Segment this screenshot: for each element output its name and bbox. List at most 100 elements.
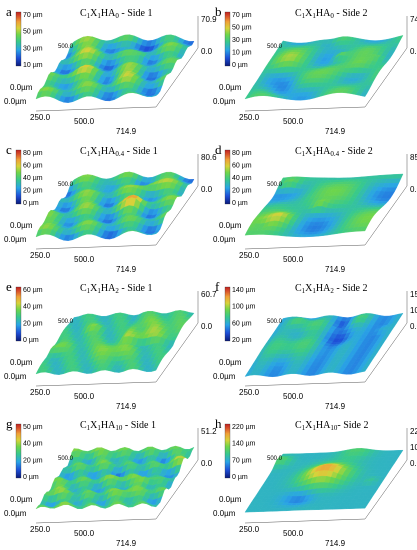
panel-title-c: C1X1HA0.4 - Side 1 xyxy=(80,146,158,158)
y-axis-tick: 500.0 xyxy=(58,182,74,188)
x-axis-tick: 250.0 xyxy=(239,251,260,260)
title-part-s2: 1 xyxy=(312,287,316,295)
x-axis-tick: 714.9 xyxy=(325,539,346,548)
x-axis-tick: 714.9 xyxy=(325,265,346,274)
x-axis-tick: 250.0 xyxy=(239,388,260,397)
title-part-s3: 0.4 xyxy=(115,150,124,158)
title-part-s1: 1 xyxy=(302,424,306,432)
title-part-s1: 1 xyxy=(87,12,91,20)
y-axis-tick: 500.0 xyxy=(58,319,74,325)
y-axis-tick: 500.0 xyxy=(267,44,283,50)
title-part-s3: 0 xyxy=(115,12,119,20)
colorbar-tick: 140 µm xyxy=(232,441,256,448)
x-axis-tick: 500.0 xyxy=(283,117,304,126)
y-origin-label: 0.0µm xyxy=(10,83,33,92)
z-axis-tick: 0.0 xyxy=(410,459,417,468)
title-part-mid1: X xyxy=(305,420,313,431)
y-axis-tick: 500.0 xyxy=(267,182,283,188)
colorbar-tick: 50 µm xyxy=(23,424,43,431)
x-axis-tick: 500.0 xyxy=(283,529,304,538)
title-part-mid2: HA xyxy=(101,8,116,19)
y-axis-tick: 500.0 xyxy=(267,456,283,462)
z-axis-tick: 100 xyxy=(410,443,417,452)
x-axis-tick: 250.0 xyxy=(30,525,51,534)
title-part-mid2: HA xyxy=(101,283,116,294)
colorbar xyxy=(224,149,231,205)
title-part-tail: - Side 2 xyxy=(339,146,373,157)
x-axis-tick: 500.0 xyxy=(74,255,95,264)
axes-e xyxy=(35,291,199,387)
title-part-s3: 10 xyxy=(330,424,338,432)
surface-plot-h xyxy=(244,448,404,513)
x-axis-tick: 500.0 xyxy=(74,529,95,538)
x-axis-tick: 714.9 xyxy=(116,127,137,136)
panel-letter: c xyxy=(6,142,12,157)
y-origin-label: 0.0µm xyxy=(219,358,242,367)
x-axis-tick: 0.0µm xyxy=(4,97,27,106)
colorbar-tick: 70 µm xyxy=(232,457,252,464)
title-part-mid1: X xyxy=(90,283,98,294)
title-part-base: C xyxy=(80,146,87,157)
colorbar-tick: 220 µm xyxy=(232,424,256,431)
panel-title-f: C1X1HA2 - Side 2 xyxy=(295,283,367,295)
x-axis-tick: 500.0 xyxy=(74,117,95,126)
z-axis-tick: 225 xyxy=(410,427,417,436)
x-axis-tick: 250.0 xyxy=(30,388,51,397)
x-axis-tick: 714.9 xyxy=(325,402,346,411)
colorbar-tick: 70 µm xyxy=(232,12,252,19)
x-axis-tick: 250.0 xyxy=(30,113,51,122)
colorbar-tick: 20 µm xyxy=(23,457,43,464)
title-part-s1: 1 xyxy=(87,424,91,432)
x-axis-tick: 714.9 xyxy=(116,539,137,548)
title-part-base: C xyxy=(295,146,302,157)
panel-title-d: C1X1HA0.4 - Side 2 xyxy=(295,146,373,158)
colorbar xyxy=(224,286,231,342)
x-axis-tick: 0.0µm xyxy=(4,509,27,518)
title-part-tail: - Side 1 xyxy=(119,8,153,19)
x-axis-tick: 0.0µm xyxy=(213,509,236,518)
colorbar-tick: 0 µm xyxy=(232,200,248,207)
surface-plot-g xyxy=(35,445,195,510)
panel-title-b: C1X1HA0 - Side 2 xyxy=(295,8,367,20)
title-part-s3: 2 xyxy=(330,287,334,295)
title-part-s2: 1 xyxy=(97,287,101,295)
z-axis-tick: 0.0 xyxy=(201,185,213,194)
title-part-base: C xyxy=(80,283,87,294)
title-part-mid1: X xyxy=(90,420,98,431)
colorbar xyxy=(224,423,231,479)
title-part-mid1: X xyxy=(90,8,98,19)
colorbar-tick: 70 µm xyxy=(23,12,43,19)
title-part-s2: 1 xyxy=(312,12,316,20)
title-part-base: C xyxy=(295,283,302,294)
z-axis-tick: 0.0 xyxy=(201,459,213,468)
title-part-mid2: HA xyxy=(316,146,331,157)
surface-plot-e xyxy=(35,310,195,375)
z-axis-tick: 0.0 xyxy=(410,322,417,331)
colorbar xyxy=(15,286,22,342)
colorbar-tick: 20 µm xyxy=(23,320,43,327)
surface-plot-b xyxy=(244,35,404,101)
colorbar xyxy=(15,149,22,205)
y-origin-label: 0.0µm xyxy=(10,221,33,230)
surface-plot-a xyxy=(35,34,195,103)
title-part-mid1: X xyxy=(305,283,313,294)
title-part-base: C xyxy=(295,420,302,431)
y-axis-tick: 500.0 xyxy=(267,319,283,325)
panel-title-a: C1X1HA0 - Side 1 xyxy=(80,8,152,20)
title-part-mid1: X xyxy=(90,146,98,157)
panel-letter: a xyxy=(6,4,12,19)
colorbar-tick: 40 µm xyxy=(23,304,43,311)
surface-plot-f xyxy=(244,313,404,378)
title-part-s2: 1 xyxy=(312,424,316,432)
colorbar-tick: 0 µm xyxy=(232,474,248,481)
title-part-mid1: X xyxy=(305,8,313,19)
y-origin-label: 0.0µm xyxy=(219,83,242,92)
title-part-s1: 1 xyxy=(302,150,306,158)
z-axis-tick: 70.9 xyxy=(201,15,217,24)
